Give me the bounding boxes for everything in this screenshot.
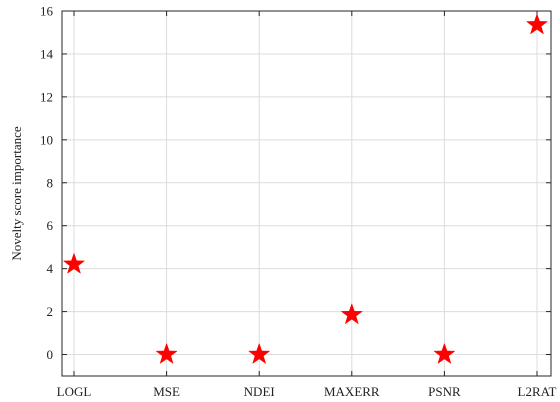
x-tick-label: MAXERR [324,384,380,399]
plot-frame [61,10,552,377]
grid [62,10,551,376]
data-point-star [433,342,456,365]
x-tick-label: NDEI [244,384,275,399]
data-point-star [62,252,86,274]
data-point-star [525,13,549,35]
y-tick-label: 10 [40,132,53,147]
y-tick-label: 2 [47,304,54,319]
y-tick-label: 12 [40,89,53,104]
data-point-star [248,342,271,365]
data-markers [62,13,549,365]
x-tick-label: LOGL [57,384,92,399]
y-tick-label: 6 [47,218,54,233]
y-tick-label: 0 [47,347,54,362]
y-tick-label: 14 [40,46,54,61]
y-tick-label: 4 [47,261,54,276]
axis-ticks: 0 2 4 6 8 10 12 14 16 LOGL MSE NDEI MAXERR PSNR L2RAT [40,4,557,400]
data-point-star [155,342,178,365]
y-tick-label: 8 [47,175,54,190]
y-tick-label: 16 [40,4,54,19]
x-tick-label: PSNR [428,384,461,399]
data-point-star [340,303,363,325]
y-axis-label: Novelty score importance [9,126,24,261]
x-tick-label: MSE [153,384,180,399]
x-tick-label: L2RAT [518,384,557,399]
